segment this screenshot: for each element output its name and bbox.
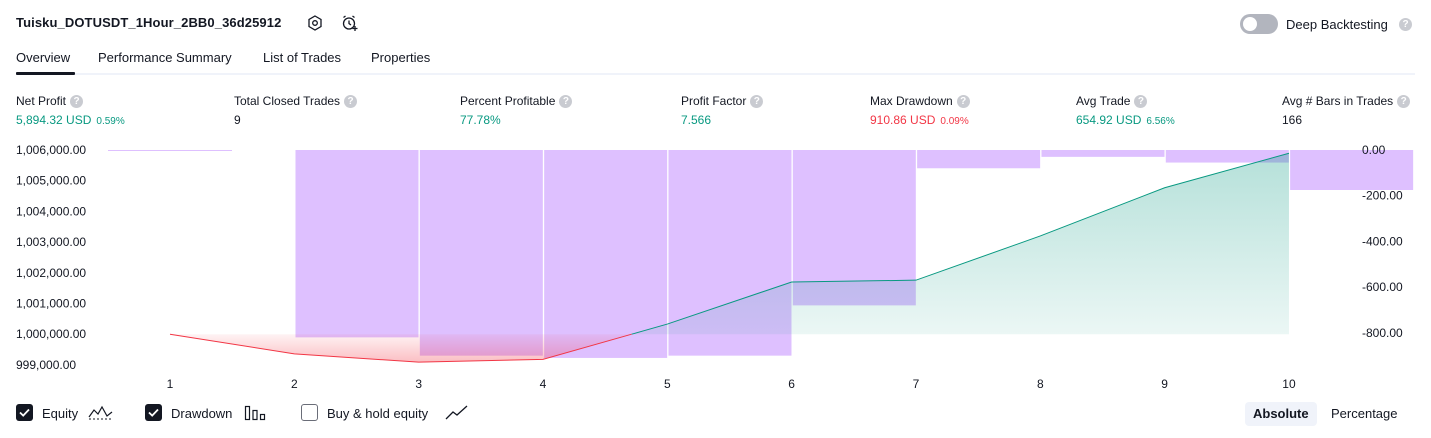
drawdown-bar [295, 150, 419, 338]
metric-label: Max Drawdown [870, 94, 953, 108]
buy-hold-equity-label: Buy & hold equity [327, 406, 429, 421]
left-axis-tick-label: 1,004,000.00 [16, 204, 86, 218]
drawdown-bar [544, 150, 668, 358]
equity-drawdown-chart[interactable]: 1,006,000.00 1,005,000.00 1,004,000.00 1,00… [0, 138, 1431, 394]
tab-divider [16, 73, 1415, 75]
metric-max-drawdown: Max Drawdown? 910.86 USD 0.09% [870, 94, 970, 127]
left-axis-tick-label: 1,002,000.00 [16, 266, 86, 280]
metric-label: Profit Factor [681, 94, 747, 108]
x-axis-tick-label: 4 [540, 377, 547, 391]
x-axis-tick-label: 7 [913, 377, 920, 391]
left-axis-tick-label: 1,001,000.00 [16, 297, 86, 311]
right-axis-tick-label: -800.00 [1362, 326, 1403, 340]
right-axis-tick-label: -200.00 [1362, 189, 1403, 203]
equity-line-loss [169, 333, 632, 363]
metric-avg-bars: Avg # Bars in Trades? 166 [1282, 94, 1411, 127]
metric-percent: 6.56% [1146, 116, 1175, 127]
metric-percent: 0.59% [96, 116, 125, 127]
equity-checkbox[interactable] [16, 404, 33, 421]
help-icon[interactable]: ? [750, 94, 764, 108]
metric-percent-profitable: Percent Profitable? 77.78% [460, 94, 573, 127]
chart-options: Equity Drawdown Buy & hold equity Absolu… [0, 400, 1431, 430]
drawdown-bar [108, 150, 232, 151]
buy-hold-icon [445, 405, 468, 420]
right-axis-tick-label: -600.00 [1362, 280, 1403, 294]
help-icon[interactable]: ? [344, 94, 358, 108]
active-tab-indicator [16, 72, 75, 75]
checkmark-icon [19, 408, 30, 417]
drawdown-checkbox[interactable] [145, 404, 162, 421]
x-axis-tick-label: 9 [1161, 377, 1168, 391]
deep-backtesting-label: Deep Backtesting [1286, 17, 1388, 32]
metric-label: Net Profit [16, 94, 67, 108]
percentage-mode-button[interactable]: Percentage [1331, 406, 1398, 421]
metric-avg-trade: Avg Trade? 654.92 USD 6.56% [1076, 94, 1175, 127]
left-axis-tick-label: 1,003,000.00 [16, 235, 86, 249]
metric-value: 9 [234, 113, 241, 127]
metric-profit-factor: Profit Factor? 7.566 [681, 94, 764, 127]
equity-icon [88, 405, 113, 420]
strategy-title: Tuisku_DOTUSDT_1Hour_2BB0_36d25912 [16, 15, 282, 30]
help-icon[interactable]: ? [1397, 94, 1411, 108]
metric-value: 910.86 USD [870, 113, 936, 127]
metric-label: Avg # Bars in Trades [1282, 94, 1394, 108]
drawdown-bar [1041, 150, 1165, 157]
add-alert-icon[interactable] [341, 14, 359, 32]
right-axis-tick-label: 0.00 [1362, 143, 1386, 157]
x-axis-tick-label: 3 [415, 377, 422, 391]
metric-value: 166 [1282, 113, 1303, 127]
drawdown-bar [419, 150, 543, 356]
help-icon[interactable]: ? [1399, 18, 1412, 31]
checkmark-icon [148, 408, 159, 417]
drawdown-bar [792, 150, 916, 306]
x-axis-tick-label: 10 [1282, 377, 1296, 391]
help-icon[interactable]: ? [559, 94, 573, 108]
equity-loss-area [170, 334, 632, 363]
tab-list-of-trades[interactable]: List of Trades [263, 50, 342, 65]
absolute-mode-button[interactable]: Absolute [1245, 402, 1317, 426]
tab-overview[interactable]: Overview [16, 50, 71, 65]
metric-net-profit: Net Profit? 5,894.32 USD 0.59% [16, 94, 125, 127]
x-axis-tick-label: 6 [788, 377, 795, 391]
buy-hold-equity-checkbox[interactable] [301, 404, 318, 421]
tab-properties[interactable]: Properties [371, 50, 431, 65]
metric-value: 654.92 USD [1076, 113, 1142, 127]
settings-icon[interactable] [307, 15, 323, 31]
help-icon[interactable]: ? [70, 94, 84, 108]
metric-value: 77.78% [460, 113, 501, 127]
metric-value: 7.566 [681, 113, 712, 127]
metric-label: Total Closed Trades [234, 94, 341, 108]
metric-label: Percent Profitable [460, 94, 556, 108]
drawdown-bar [1165, 150, 1289, 163]
strategy-header: Tuisku_DOTUSDT_1Hour_2BB0_36d25912 Deep … [0, 0, 1431, 46]
left-axis-tick-label: 1,005,000.00 [16, 174, 86, 188]
metric-label: Avg Trade [1076, 94, 1131, 108]
drawdown-bar [917, 150, 1041, 169]
tab-performance-summary[interactable]: Performance Summary [98, 50, 232, 65]
help-icon[interactable]: ? [1134, 94, 1148, 108]
equity-gain-area [631, 153, 1289, 335]
metric-total-closed-trades: Total Closed Trades? 9 [234, 94, 358, 127]
drawdown-icon [244, 405, 266, 421]
metric-percent: 0.09% [940, 116, 969, 127]
x-axis-tick-label: 1 [167, 377, 174, 391]
x-axis-tick-label: 5 [664, 377, 671, 391]
left-axis-tick-label: 1,000,000.00 [16, 327, 86, 341]
equity-line-gain [631, 152, 1290, 335]
drawdown-label: Drawdown [171, 406, 233, 421]
equity-label: Equity [42, 406, 79, 421]
x-axis-tick-label: 2 [291, 377, 298, 391]
drawdown-bar [1290, 150, 1414, 190]
x-axis-tick-label: 8 [1037, 377, 1044, 391]
help-icon[interactable]: ? [956, 94, 970, 108]
right-axis-tick-label: -400.00 [1362, 234, 1403, 248]
metric-value: 5,894.32 USD [16, 113, 92, 127]
report-tabs: Overview Performance Summary List of Tra… [0, 46, 1431, 76]
left-axis-tick-label: 1,006,000.00 [16, 143, 86, 157]
left-axis-tick-label: 999,000.00 [16, 358, 76, 372]
toggle-knob [1243, 17, 1257, 31]
deep-backtesting-toggle[interactable] [1240, 14, 1278, 34]
